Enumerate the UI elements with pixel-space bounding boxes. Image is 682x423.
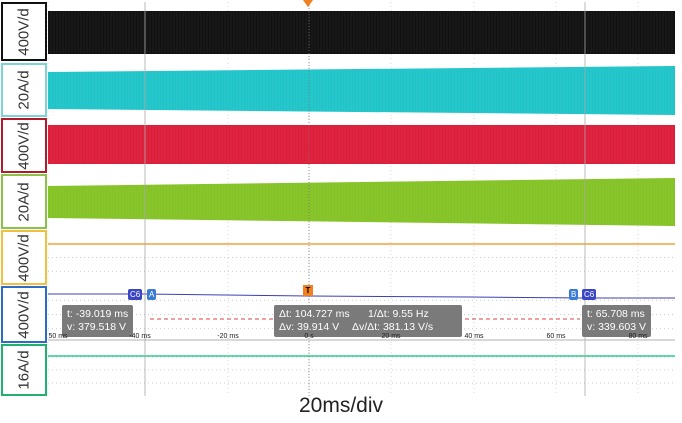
channel-1-scale-tag[interactable]: 400V/d <box>1 2 47 61</box>
delta-v-over-delta-t: Δv/Δt: 381.13 V/s <box>352 321 434 333</box>
channel-5-scale-tag[interactable]: 400V/d <box>1 230 47 285</box>
channel-7-scale-label: 16A/d <box>15 350 33 390</box>
cursor-b-readout: t: 65.708 ms v: 339.603 V <box>582 305 651 337</box>
channel-2-envelope <box>48 66 675 115</box>
delta-v: Δv: 39.914 V <box>279 321 340 333</box>
time-tick-label: 20 ms <box>381 333 401 340</box>
channel-3-grid <box>47 118 675 173</box>
channel-6-scale-label: 400V/d <box>15 290 33 339</box>
delta-readout: Δt: 104.727 ms 1/Δt: 9.55 Hz Δv: 39.914 … <box>274 305 462 337</box>
cursor-b-source-chip[interactable]: C6 <box>582 289 597 300</box>
cursor-a-time: t: -39.019 ms <box>67 308 129 320</box>
channel-5-scale-label: 400V/d <box>15 233 33 282</box>
inverse-delta-t: 1/Δt: 9.55 Hz <box>368 308 429 320</box>
channel-2-scale-tag[interactable]: 20A/d <box>1 63 47 117</box>
time-tick-label: 80 ms <box>628 333 648 340</box>
time-tick-label: 40 ms <box>464 333 484 340</box>
channel-4-envelope <box>48 178 675 226</box>
channel-4-grid <box>47 174 675 229</box>
channel-6-scale-tag[interactable]: 400V/d <box>1 286 47 343</box>
channel-5-grid <box>47 230 675 285</box>
trigger-position-icon[interactable] <box>303 0 313 7</box>
channel-7-grid <box>47 344 675 396</box>
time-tick-label: 0 s <box>304 333 314 340</box>
channel-1-grid <box>47 2 675 61</box>
trigger-marker-icon[interactable]: T <box>303 285 313 296</box>
cursor-a-voltage: v: 379.518 V <box>67 321 126 333</box>
channel-6-trace <box>48 293 675 299</box>
delta-t: Δt: 104.727 ms <box>279 308 350 320</box>
channel-3-scale-label: 400V/d <box>15 121 33 170</box>
channel-2-grid <box>47 63 675 117</box>
cursor-b-voltage: v: 339.603 V <box>587 321 646 333</box>
cursor-a-readout: t: -39.019 ms v: 379.518 V <box>62 305 134 337</box>
cursor-a-source-chip[interactable]: C6 <box>128 289 143 300</box>
cursor-b-time: t: 65.708 ms <box>587 308 645 320</box>
time-tick-label: -40 ms <box>129 333 151 340</box>
channel-3-scale-tag[interactable]: 400V/d <box>1 118 47 173</box>
time-tick-label: 60 ms <box>546 333 566 340</box>
delta-row-2: Δv: 39.914 V Δv/Δt: 381.13 V/s <box>279 321 457 334</box>
time-tick-label: 50 ms <box>48 333 68 340</box>
cursor-b-chip[interactable]: B <box>569 289 579 300</box>
channel-4-scale-tag[interactable]: 20A/d <box>1 174 47 229</box>
channel-3-envelope <box>48 125 675 164</box>
channel-2-scale-label: 20A/d <box>15 70 33 110</box>
channel-7-scale-tag[interactable]: 16A/d <box>1 344 47 396</box>
channel-1-envelope <box>48 11 675 54</box>
time-tick-label: -20 ms <box>217 333 239 340</box>
channel-1-scale-label: 400V/d <box>15 7 33 56</box>
timebase-label: 20ms/div <box>298 394 384 417</box>
cursor-a-chip[interactable]: A <box>147 289 157 300</box>
delta-row-1: Δt: 104.727 ms 1/Δt: 9.55 Hz <box>279 308 457 321</box>
channel-4-scale-label: 20A/d <box>15 181 33 222</box>
